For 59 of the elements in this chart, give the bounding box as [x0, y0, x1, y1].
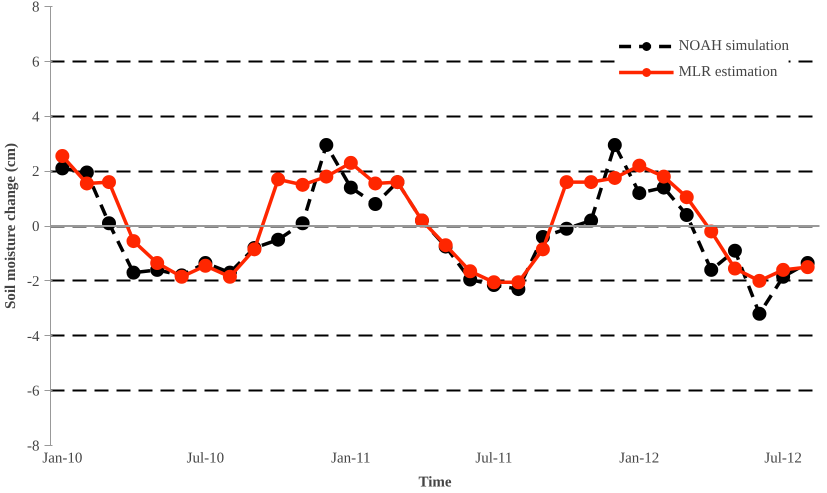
- point: [680, 190, 694, 204]
- point: [150, 256, 164, 270]
- point: [55, 161, 70, 176]
- point: [463, 264, 478, 278]
- point: [486, 275, 501, 290]
- y-tick-label: 8: [32, 0, 40, 16]
- point: [584, 214, 598, 228]
- point: [728, 244, 742, 258]
- point: [511, 275, 526, 290]
- point: [222, 270, 237, 284]
- x-tick-label: Jan-12: [619, 450, 660, 466]
- point: [368, 176, 382, 190]
- y-tick-label: -2: [27, 274, 40, 290]
- point: [584, 175, 598, 190]
- point: [198, 258, 212, 273]
- point: [319, 170, 334, 184]
- point: [126, 234, 140, 248]
- x-tick-label: Jul-10: [186, 450, 224, 466]
- y-tick-label: 2: [32, 164, 40, 180]
- point: [560, 175, 574, 190]
- point: [752, 274, 766, 288]
- y-tick-label: -8: [27, 438, 40, 454]
- x-tick-label: Jul-11: [475, 450, 512, 466]
- x-tick-label: Jul-12: [764, 450, 802, 466]
- y-tick-label: -4: [27, 328, 40, 345]
- point: [776, 262, 790, 277]
- point: [271, 232, 286, 247]
- point: [80, 176, 94, 190]
- point: [632, 186, 646, 200]
- point: [680, 208, 694, 222]
- point: [296, 178, 310, 192]
- point: [271, 172, 286, 186]
- point: [608, 138, 622, 152]
- y-tick-label: 0: [32, 219, 40, 235]
- point: [126, 266, 140, 280]
- point: [800, 260, 815, 274]
- y-tick-label: -6: [27, 384, 40, 400]
- x-tick-label: Jan-11: [331, 450, 371, 466]
- x-axis-title: Time: [418, 474, 452, 490]
- point: [368, 197, 382, 212]
- point: [752, 306, 766, 321]
- point: [319, 138, 334, 152]
- point: [704, 224, 718, 238]
- point: [344, 156, 358, 170]
- point: [728, 262, 742, 276]
- x-tick-label: Jan-10: [42, 450, 82, 466]
- y-axis-title: Soil moisture change (cm): [3, 143, 20, 309]
- point: [656, 170, 671, 184]
- point: [55, 149, 70, 164]
- legend-label: MLR estimation: [678, 64, 778, 80]
- point: [536, 242, 550, 256]
- legend-label: NOAH simulation: [678, 38, 789, 54]
- point: [344, 180, 358, 195]
- point: [704, 262, 718, 277]
- point: [608, 170, 622, 185]
- point: [632, 158, 646, 173]
- point: [102, 175, 116, 190]
- y-tick-label: 6: [32, 54, 40, 70]
- y-tick-label: 4: [32, 109, 40, 126]
